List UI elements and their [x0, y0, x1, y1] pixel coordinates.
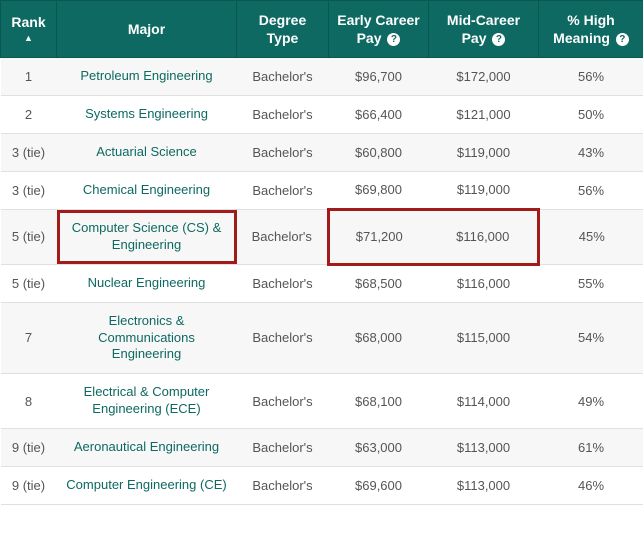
cell-degree: Bachelor's	[237, 302, 329, 374]
cell-mid-pay: $113,000	[429, 466, 539, 504]
cell-meaning: 61%	[539, 429, 643, 467]
cell-major[interactable]: Systems Engineering	[57, 96, 237, 134]
cell-rank: 2	[1, 96, 57, 134]
cell-mid-pay: $119,000	[429, 134, 539, 172]
cell-mid-pay: $114,000	[429, 374, 539, 429]
cell-early-pay: $63,000	[329, 429, 429, 467]
cell-degree: Bachelor's	[237, 264, 329, 302]
cell-early-pay: $68,000	[329, 302, 429, 374]
table-row: 3 (tie)Chemical EngineeringBachelor's$69…	[1, 172, 643, 210]
cell-major[interactable]: Aeronautical Engineering	[57, 429, 237, 467]
cell-mid-pay: $121,000	[429, 96, 539, 134]
cell-mid-pay: $172,000	[429, 58, 539, 96]
majors-pay-table: Rank ▲ Major Degree Type Early Career Pa…	[0, 0, 643, 505]
cell-early-pay: $71,200	[329, 209, 429, 264]
cell-mid-pay: $113,000	[429, 429, 539, 467]
table-row: 7Electronics & Communications Engineerin…	[1, 302, 643, 374]
cell-major[interactable]: Computer Science (CS) & Engineering	[57, 209, 237, 264]
header-meaning-label: % High Meaning	[553, 12, 615, 46]
cell-early-pay: $60,800	[329, 134, 429, 172]
info-icon[interactable]: ?	[492, 33, 505, 46]
cell-mid-pay: $119,000	[429, 172, 539, 210]
cell-rank: 9 (tie)	[1, 429, 57, 467]
cell-degree: Bachelor's	[237, 172, 329, 210]
table-header: Rank ▲ Major Degree Type Early Career Pa…	[1, 1, 643, 58]
cell-rank: 7	[1, 302, 57, 374]
cell-meaning: 43%	[539, 134, 643, 172]
cell-degree: Bachelor's	[237, 96, 329, 134]
cell-rank: 3 (tie)	[1, 134, 57, 172]
cell-rank: 3 (tie)	[1, 172, 57, 210]
info-icon[interactable]: ?	[616, 33, 629, 46]
cell-rank: 5 (tie)	[1, 264, 57, 302]
cell-rank: 1	[1, 58, 57, 96]
cell-early-pay: $69,800	[329, 172, 429, 210]
header-major[interactable]: Major	[57, 1, 237, 58]
table-row: 9 (tie)Aeronautical EngineeringBachelor'…	[1, 429, 643, 467]
header-major-label: Major	[128, 21, 165, 37]
cell-mid-pay: $115,000	[429, 302, 539, 374]
table-row: 5 (tie)Nuclear EngineeringBachelor's$68,…	[1, 264, 643, 302]
header-degree-label: Degree Type	[259, 12, 306, 46]
cell-major[interactable]: Petroleum Engineering	[57, 58, 237, 96]
table-row: 5 (tie)Computer Science (CS) & Engineeri…	[1, 209, 643, 264]
cell-mid-pay: $116,000	[429, 209, 539, 264]
header-early-label: Early Career Pay	[337, 12, 420, 46]
header-mid-label: Mid-Career Pay	[447, 12, 520, 46]
cell-major[interactable]: Actuarial Science	[57, 134, 237, 172]
cell-meaning: 45%	[539, 209, 643, 264]
cell-meaning: 54%	[539, 302, 643, 374]
table-row: 8Electrical & Computer Engineering (ECE)…	[1, 374, 643, 429]
sort-ascending-icon: ▲	[7, 33, 50, 45]
header-meaning[interactable]: % High Meaning ?	[539, 1, 643, 58]
cell-early-pay: $96,700	[329, 58, 429, 96]
table-row: 9 (tie)Computer Engineering (CE)Bachelor…	[1, 466, 643, 504]
header-early-pay[interactable]: Early Career Pay ?	[329, 1, 429, 58]
cell-early-pay: $66,400	[329, 96, 429, 134]
cell-early-pay: $68,500	[329, 264, 429, 302]
header-degree[interactable]: Degree Type	[237, 1, 329, 58]
cell-rank: 9 (tie)	[1, 466, 57, 504]
cell-degree: Bachelor's	[237, 134, 329, 172]
table-row: 3 (tie)Actuarial ScienceBachelor's$60,80…	[1, 134, 643, 172]
table-row: 1Petroleum EngineeringBachelor's$96,700$…	[1, 58, 643, 96]
table-body: 1Petroleum EngineeringBachelor's$96,700$…	[1, 58, 643, 504]
header-mid-pay[interactable]: Mid-Career Pay ?	[429, 1, 539, 58]
cell-degree: Bachelor's	[237, 209, 329, 264]
cell-degree: Bachelor's	[237, 429, 329, 467]
cell-meaning: 49%	[539, 374, 643, 429]
cell-meaning: 50%	[539, 96, 643, 134]
cell-rank: 5 (tie)	[1, 209, 57, 264]
header-rank[interactable]: Rank ▲	[1, 1, 57, 58]
cell-meaning: 46%	[539, 466, 643, 504]
cell-major[interactable]: Electrical & Computer Engineering (ECE)	[57, 374, 237, 429]
cell-degree: Bachelor's	[237, 466, 329, 504]
cell-major[interactable]: Electronics & Communications Engineering	[57, 302, 237, 374]
table-row: 2Systems EngineeringBachelor's$66,400$12…	[1, 96, 643, 134]
cell-degree: Bachelor's	[237, 58, 329, 96]
cell-early-pay: $69,600	[329, 466, 429, 504]
header-rank-label: Rank	[11, 14, 45, 30]
cell-rank: 8	[1, 374, 57, 429]
info-icon[interactable]: ?	[387, 33, 400, 46]
cell-mid-pay: $116,000	[429, 264, 539, 302]
cell-meaning: 56%	[539, 172, 643, 210]
cell-major[interactable]: Nuclear Engineering	[57, 264, 237, 302]
cell-major[interactable]: Computer Engineering (CE)	[57, 466, 237, 504]
cell-meaning: 55%	[539, 264, 643, 302]
cell-major[interactable]: Chemical Engineering	[57, 172, 237, 210]
cell-early-pay: $68,100	[329, 374, 429, 429]
cell-meaning: 56%	[539, 58, 643, 96]
cell-degree: Bachelor's	[237, 374, 329, 429]
